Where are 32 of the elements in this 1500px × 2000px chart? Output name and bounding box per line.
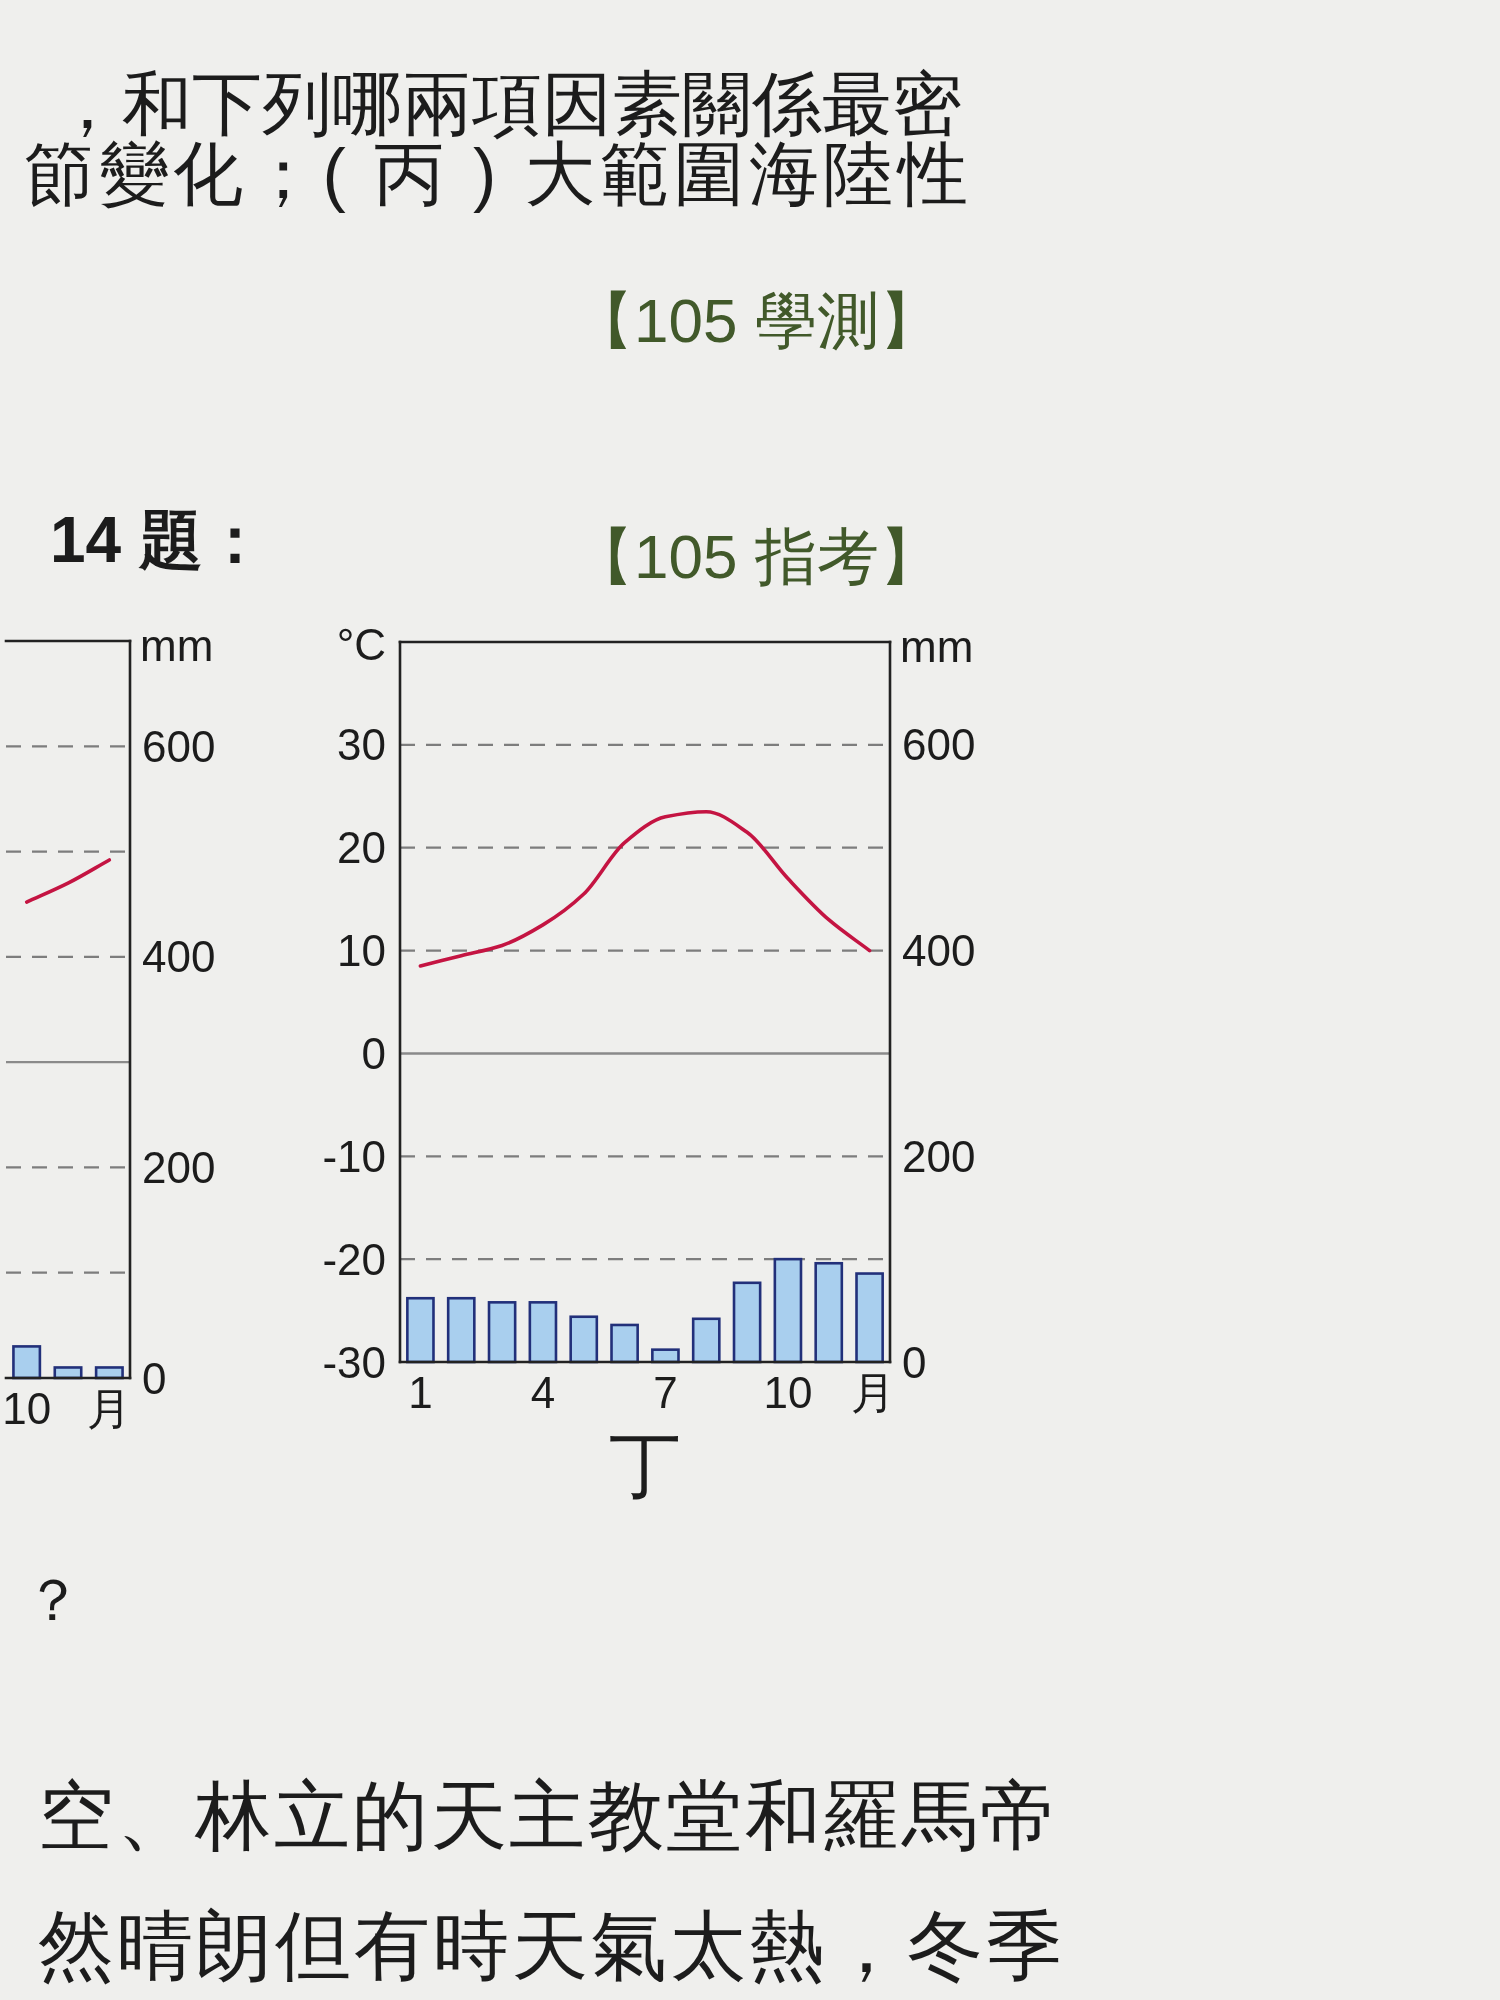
y2-tick-label: 400: [902, 926, 976, 976]
y-tick-label: -20: [322, 1234, 386, 1284]
x-tick-label: 月: [87, 1384, 132, 1433]
y2-tick-label: 0: [142, 1353, 167, 1403]
annotation: 【105 學測】: [572, 286, 941, 355]
title: 丁: [609, 1425, 681, 1505]
x-tick-label: 1: [408, 1368, 433, 1417]
y-tick-label: 30: [337, 720, 386, 770]
y-label: °C: [336, 620, 386, 669]
y-tick-label: 0: [361, 1028, 386, 1078]
y-tick-label: 20: [337, 823, 386, 873]
x-tick-label: 10: [763, 1368, 813, 1417]
y-tick-label: -10: [322, 1131, 386, 1181]
x-tick-label: 10: [2, 1384, 52, 1433]
y2-tick-label: 200: [902, 1131, 976, 1181]
annotation: 然晴朗但有時天氣太熱，冬季: [38, 1903, 1062, 1988]
annotation: ？: [24, 1567, 82, 1632]
y2-tick-label: 0: [902, 1337, 927, 1387]
y2-tick-label: 600: [142, 721, 216, 771]
y2-label: mm: [140, 621, 214, 670]
x-label: 月: [851, 1368, 895, 1417]
y-tick-label: -30: [322, 1337, 386, 1387]
annotation: 【105 指考】: [572, 522, 941, 591]
y-tick-label: 10: [337, 926, 386, 976]
x-tick-label: 7: [653, 1368, 678, 1417]
y2-tick-label: 600: [902, 720, 976, 770]
annotation: 14 題：: [50, 504, 267, 576]
annotation: 空、林立的天主教堂和羅馬帝: [38, 1773, 1056, 1858]
y2-tick-label: 400: [142, 932, 216, 982]
y2-label: mm: [900, 622, 974, 671]
x-tick-label: 4: [530, 1368, 556, 1417]
y2-tick-label: 200: [142, 1142, 216, 1192]
